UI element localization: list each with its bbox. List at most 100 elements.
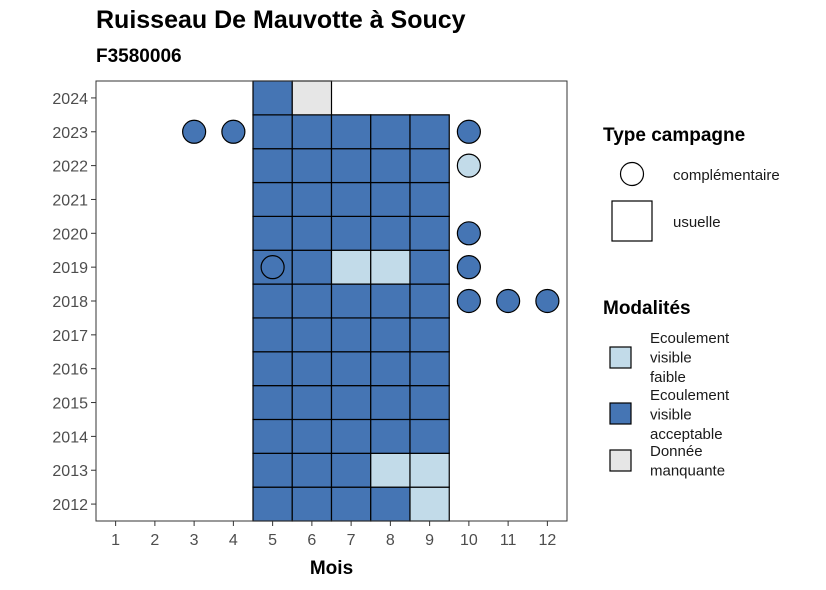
tile-2019-8 bbox=[370, 249, 411, 285]
tile-2017-6 bbox=[291, 317, 333, 353]
tile-2016-7 bbox=[330, 351, 372, 387]
legend-modalite-label-2-0: Donnée bbox=[650, 443, 703, 460]
point-2018-10 bbox=[456, 288, 481, 314]
tile-2021-7 bbox=[330, 181, 372, 217]
y-tick-label-2020: 2020 bbox=[52, 226, 88, 243]
tile-2015-5 bbox=[252, 385, 293, 421]
x-tick-label-2: 2 bbox=[150, 532, 159, 549]
legend-modalite-label-0-1: visible bbox=[650, 350, 692, 367]
tile-2016-8 bbox=[370, 351, 411, 387]
chart-title: Ruisseau De Mauvotte à Soucy bbox=[96, 6, 466, 34]
x-tick-label-6: 6 bbox=[307, 532, 316, 549]
tile-2015-6 bbox=[291, 385, 333, 421]
legend-modalite-key-1 bbox=[609, 402, 632, 425]
tile-2022-5 bbox=[252, 148, 293, 184]
tile-2013-5 bbox=[252, 452, 293, 488]
x-tick-label-3: 3 bbox=[190, 532, 199, 549]
y-tick-label-2016: 2016 bbox=[52, 362, 88, 379]
tile-2023-5 bbox=[252, 114, 293, 150]
y-tick-label-2012: 2012 bbox=[52, 497, 88, 514]
legend-type-label-circle: complémentaire bbox=[673, 167, 780, 184]
point-2018-12 bbox=[535, 288, 560, 314]
tile-2023-6 bbox=[291, 114, 333, 150]
tile-2021-8 bbox=[370, 181, 411, 217]
tile-2012-8 bbox=[370, 486, 411, 522]
tile-2019-7 bbox=[330, 249, 372, 285]
tile-2021-9 bbox=[409, 181, 450, 217]
tile-2022-9 bbox=[409, 148, 450, 184]
tile-2024-5 bbox=[252, 80, 293, 116]
x-tick-label-12: 12 bbox=[538, 532, 556, 549]
points-layer bbox=[182, 119, 560, 314]
x-tick-label-4: 4 bbox=[229, 532, 238, 549]
tile-2020-5 bbox=[252, 215, 293, 251]
point-2019-5 bbox=[260, 255, 285, 280]
tile-2013-9 bbox=[409, 452, 450, 488]
tile-2012-6 bbox=[291, 486, 333, 522]
tile-2016-9 bbox=[409, 351, 450, 387]
x-tick-label-1: 1 bbox=[111, 532, 120, 549]
y-tick-label-2015: 2015 bbox=[52, 396, 88, 413]
legend-modalite-label-0-2: faible bbox=[650, 369, 686, 386]
tile-2012-7 bbox=[330, 486, 372, 522]
tile-2014-8 bbox=[370, 418, 411, 454]
x-tick-label-8: 8 bbox=[386, 532, 395, 549]
x-tick-label-5: 5 bbox=[268, 532, 277, 549]
tile-2018-9 bbox=[409, 283, 450, 319]
point-2020-10 bbox=[456, 221, 481, 246]
legend-modalite-label-1-0: Ecoulement bbox=[650, 387, 730, 404]
tile-2022-7 bbox=[330, 148, 372, 184]
cells-layer bbox=[96, 80, 567, 522]
legend-modalite-label-1-2: acceptable bbox=[650, 426, 723, 443]
legend-modalite-label-0-0: Ecoulement bbox=[650, 330, 730, 347]
legend-modalite-key-2 bbox=[609, 449, 632, 472]
legend-type-label-square: usuelle bbox=[673, 214, 721, 231]
tile-2014-5 bbox=[252, 418, 293, 454]
tile-2018-7 bbox=[330, 283, 372, 319]
tile-2021-5 bbox=[252, 181, 293, 217]
legend-layer: Type campagne complémentaire usuelle Modali… bbox=[603, 125, 780, 480]
tile-2020-7 bbox=[330, 215, 372, 251]
tile-2020-6 bbox=[291, 215, 333, 251]
tile-2018-6 bbox=[291, 283, 333, 319]
tile-2017-8 bbox=[370, 317, 411, 353]
tile-2013-6 bbox=[291, 452, 333, 488]
y-tick-label-2023: 2023 bbox=[52, 125, 88, 142]
legend-modalites-title: Modalités bbox=[603, 298, 691, 319]
legend-type-key-square bbox=[611, 200, 653, 242]
y-tick-label-2024: 2024 bbox=[52, 91, 88, 108]
x-tick-label-10: 10 bbox=[460, 532, 478, 549]
y-tick-label-2017: 2017 bbox=[52, 328, 88, 345]
tile-2017-9 bbox=[409, 317, 450, 353]
legend-type-title: Type campagne bbox=[603, 125, 745, 146]
y-tick-label-2014: 2014 bbox=[52, 429, 88, 446]
axes-layer: 1 2 3 4 5 6 7 8 9 10 11 122012201320142015201620172… bbox=[52, 80, 568, 579]
x-axis-title: Mois bbox=[310, 558, 353, 579]
y-tick-label-2022: 2022 bbox=[52, 159, 88, 176]
legend-modalite-label-1-1: visible bbox=[650, 407, 692, 424]
tile-2012-9 bbox=[409, 486, 450, 522]
legend-modalite-label-2-1: manquante bbox=[650, 463, 725, 480]
y-tick-label-2013: 2013 bbox=[52, 463, 88, 480]
y-tick-label-2021: 2021 bbox=[52, 192, 88, 209]
tile-2015-7 bbox=[330, 385, 372, 421]
point-2019-10 bbox=[456, 255, 481, 280]
tile-2020-9 bbox=[409, 215, 450, 251]
tile-2017-5 bbox=[252, 317, 293, 353]
legend-type-key-circle bbox=[619, 161, 645, 187]
tile-2023-8 bbox=[370, 114, 411, 150]
tile-2022-6 bbox=[291, 148, 333, 184]
tile-2018-8 bbox=[370, 283, 411, 319]
chart-subtitle: F3580006 bbox=[96, 46, 182, 67]
tile-2023-9 bbox=[409, 114, 450, 150]
point-2023-3 bbox=[182, 119, 207, 144]
y-tick-label-2018: 2018 bbox=[52, 294, 88, 311]
tile-2020-8 bbox=[370, 215, 411, 251]
point-2018-11 bbox=[496, 288, 521, 314]
tile-2014-9 bbox=[409, 418, 450, 454]
x-tick-label-11: 11 bbox=[500, 532, 517, 549]
tile-2015-9 bbox=[409, 385, 450, 421]
legend-modalite-key-0 bbox=[609, 346, 632, 369]
tile-2014-6 bbox=[291, 418, 333, 454]
